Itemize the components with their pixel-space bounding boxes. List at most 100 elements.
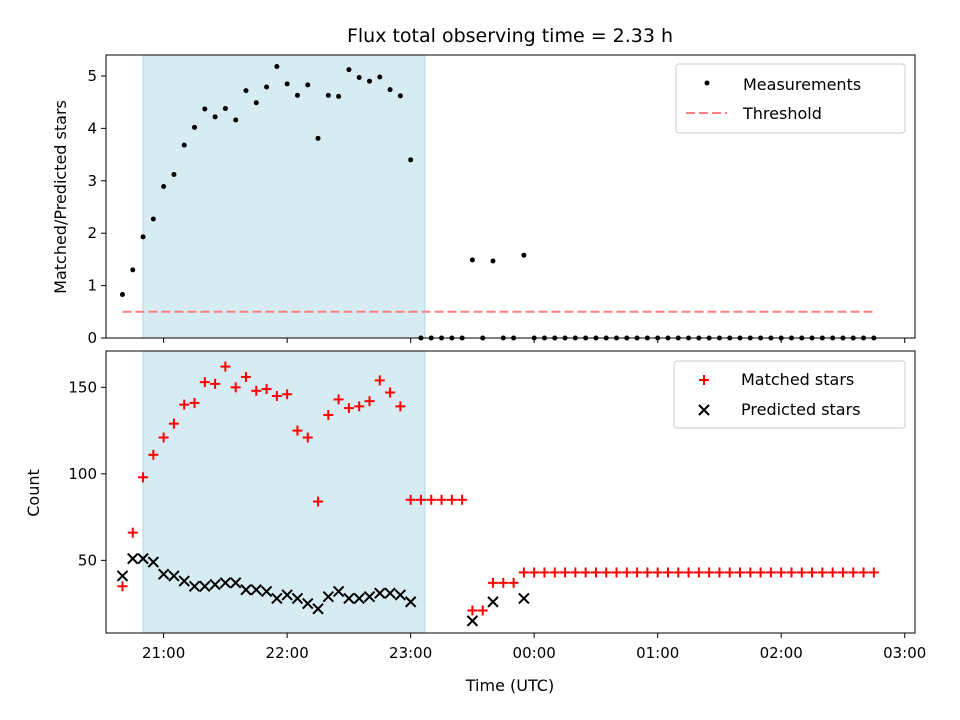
predicted-star-point — [363, 590, 376, 603]
matched-star-point — [796, 567, 807, 578]
matched-star-point — [817, 567, 828, 578]
predicted-star-point — [240, 584, 252, 596]
bottom-axes-frame — [105, 350, 916, 634]
top-y-tick-label: 3 — [87, 172, 97, 190]
matched-star-point — [549, 567, 560, 578]
matched-star-point — [457, 494, 468, 505]
matched-star-point — [693, 567, 704, 578]
bottom-y-axis: 50 100 150 — [68, 378, 106, 569]
matched-star-point — [189, 397, 200, 408]
predicted-star-point — [147, 556, 160, 568]
measurement-point — [212, 114, 218, 120]
predicted-star-point — [137, 552, 149, 565]
matched-star-point — [848, 567, 859, 578]
predicted-star-point — [384, 587, 396, 599]
measurement-point — [346, 67, 352, 73]
matched-star-point — [776, 567, 787, 578]
measurement-point — [233, 117, 239, 123]
measurement-point — [222, 105, 228, 111]
predicted-star-point — [219, 577, 232, 589]
measurement-point — [387, 87, 393, 93]
predicted-star-point — [374, 587, 386, 599]
predicted-star-point — [271, 592, 283, 605]
predicted-star-point — [168, 570, 180, 582]
chart-title: Flux total observing time = 2.33 h — [347, 25, 673, 47]
matched-star-point — [364, 396, 375, 407]
matched-star-point — [395, 401, 406, 412]
predicted-star-point — [281, 589, 293, 601]
matched-star-point — [683, 567, 694, 578]
top-legend-frame — [675, 63, 906, 134]
matched-star-point — [837, 567, 848, 578]
matched-star-point — [168, 418, 179, 429]
legend-plus — [699, 375, 709, 385]
top-y-axis: 0 1 2 3 4 5 — [87, 67, 106, 347]
legend-threshold-label: Threshold — [742, 104, 822, 123]
top-legend: Measurements Threshold — [675, 63, 906, 134]
matched-star-point — [601, 567, 612, 578]
matched-star-point — [745, 567, 756, 578]
x-tick-label: 23:00 — [389, 644, 432, 662]
measurement-point — [336, 93, 342, 99]
measurement-point — [161, 184, 167, 190]
matched-star-point — [271, 390, 282, 401]
matched-star-point — [786, 567, 797, 578]
measurement-point — [192, 124, 198, 130]
top-y-axis-label: Matched/Predicted stars — [51, 100, 70, 294]
matched-star-point — [302, 432, 313, 443]
top-panel: 0 1 2 3 4 5 Matched/Predicted stars Measureme… — [51, 54, 916, 347]
measurement-point — [264, 84, 270, 90]
matched-star-point — [374, 375, 385, 386]
measurement-point — [366, 78, 372, 84]
matched-star-point — [415, 494, 426, 505]
measurement-point — [181, 142, 187, 148]
x-axis-label: Time (UTC) — [465, 676, 554, 695]
predicted-star-point — [229, 577, 242, 589]
predicted-star-point — [302, 597, 314, 610]
matched-star-point — [529, 567, 540, 578]
matched-star-point — [230, 382, 241, 393]
matched-star-point — [652, 567, 663, 578]
matched-star-point — [560, 567, 571, 578]
matched-star-point — [446, 494, 457, 505]
legend-measurements-marker — [704, 80, 710, 86]
bottom-y-tick-label: 150 — [68, 378, 97, 396]
matched-star-point — [117, 581, 128, 592]
matched-star-point — [868, 567, 879, 578]
top-y-tick-label: 5 — [87, 67, 97, 85]
x-tick-label: 01:00 — [636, 644, 679, 662]
matched-star-point — [220, 361, 231, 372]
measurement-point — [490, 258, 496, 264]
matched-star-point — [251, 385, 262, 396]
legend-matched-marker — [699, 375, 709, 385]
matched-star-point — [662, 567, 673, 578]
matched-star-point — [508, 577, 519, 588]
predicted-star-point — [518, 592, 530, 605]
measurement-points — [119, 64, 877, 341]
matched-star-point — [127, 527, 138, 538]
matched-star-point — [354, 401, 365, 412]
matched-star-point — [179, 399, 190, 410]
matched-star-point — [477, 605, 488, 616]
measurement-point — [408, 157, 414, 163]
matched-star-point — [827, 567, 838, 578]
matched-star-point — [313, 496, 324, 507]
matched-star-point — [405, 494, 416, 505]
matched-star-point — [858, 567, 869, 578]
predicted-star-point — [116, 570, 129, 582]
top-y-tick-label: 0 — [87, 329, 97, 347]
matched-star-point — [765, 567, 776, 578]
predicted-star-point — [322, 590, 335, 603]
matched-star-point — [210, 378, 221, 389]
matched-star-point — [807, 567, 818, 578]
top-y-tick-label: 4 — [87, 119, 97, 137]
predicted-star-point — [291, 592, 304, 605]
legend-predicted-label: Predicted stars — [741, 400, 861, 419]
matched-star-point — [343, 403, 354, 414]
predicted-star-point — [404, 596, 417, 608]
predicted-star-point — [209, 578, 221, 591]
bottom-shaded-interval — [142, 350, 426, 634]
measurement-point — [469, 257, 475, 263]
x-tick-label: 21:00 — [142, 644, 185, 662]
